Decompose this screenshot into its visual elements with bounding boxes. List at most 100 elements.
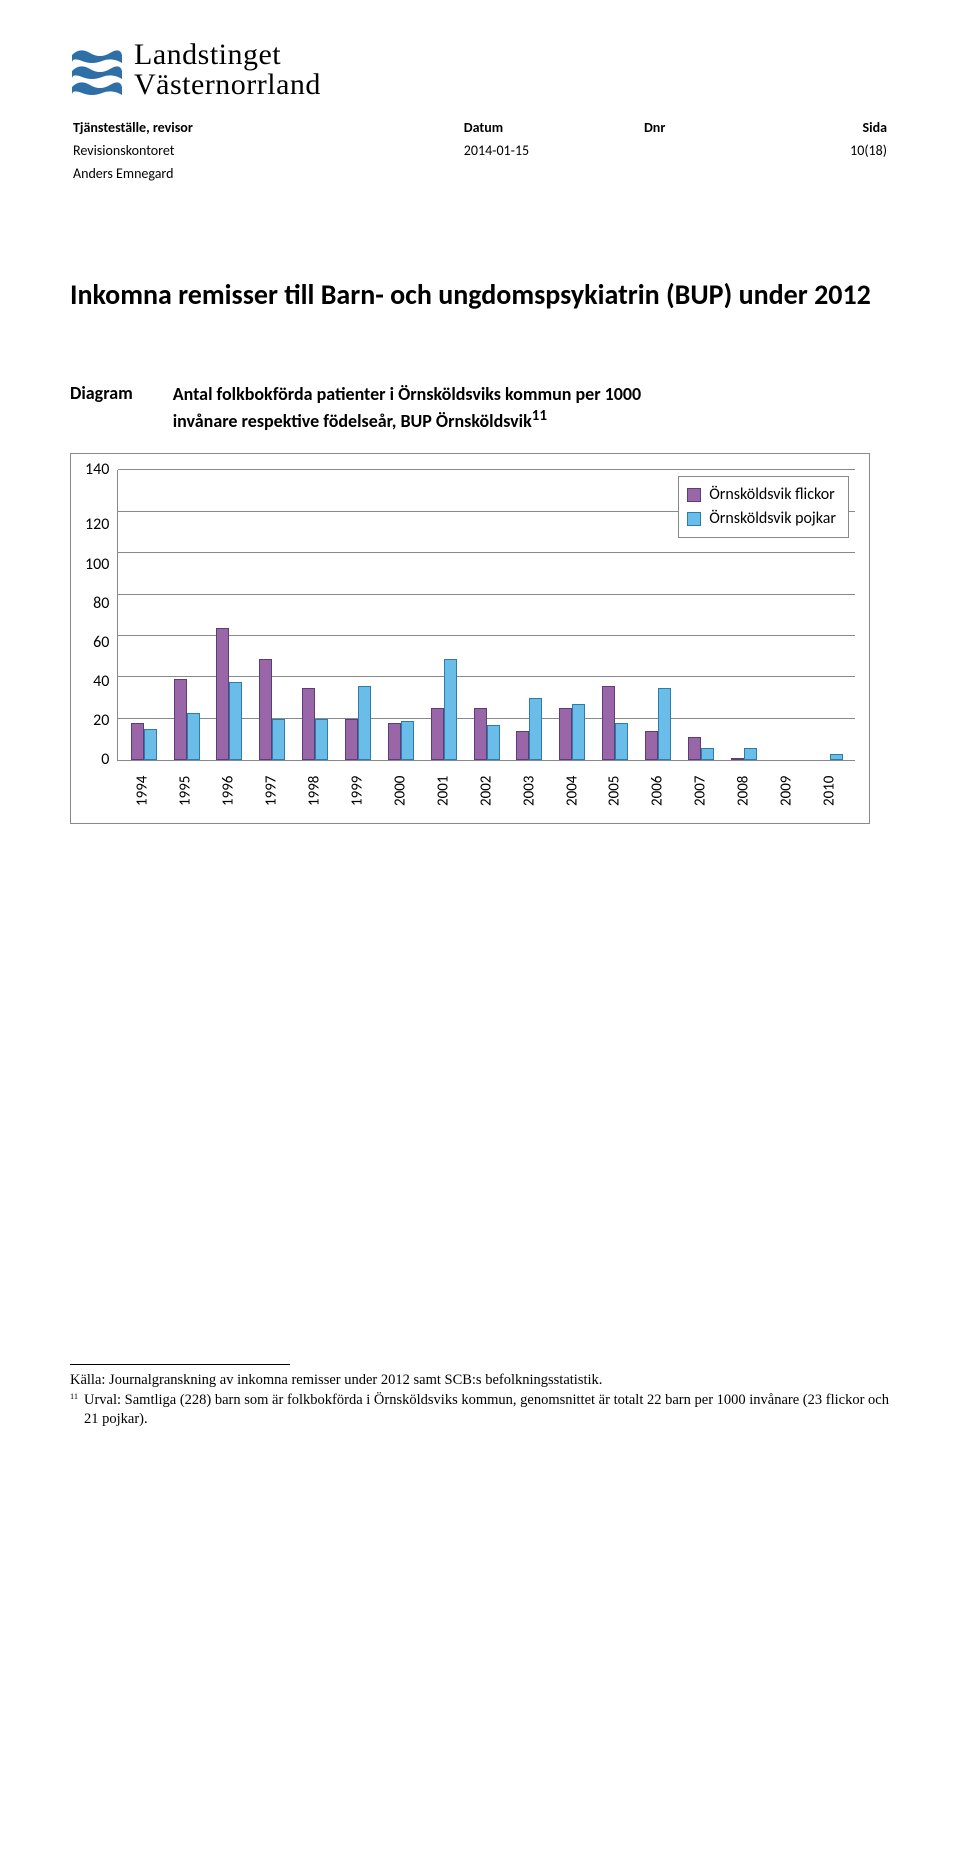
hdr-left-line2: Anders Emnegard — [72, 164, 461, 185]
logo-line2: Västernorrland — [134, 68, 321, 101]
diagram-caption-l1: Antal folkbokförda patienter i Örnskölds… — [173, 383, 641, 405]
x-tick: 2001 — [422, 767, 465, 815]
logo-text: Landstinget Västernorrland — [134, 40, 321, 100]
y-tick: 40 — [93, 674, 109, 690]
doc-header: Tjänsteställe, revisor Datum Dnr Sida Re… — [70, 116, 890, 187]
bar — [731, 758, 744, 760]
bar — [315, 719, 328, 760]
x-tick: 2008 — [722, 767, 765, 815]
bar — [559, 708, 572, 760]
footnote-body: Urval: Samtliga (228) barn som är folkbo… — [84, 1391, 890, 1430]
bar-group — [379, 470, 422, 760]
logo: Landstinget Västernorrland — [70, 40, 890, 100]
x-tick: 2002 — [465, 767, 508, 815]
bar-group — [508, 470, 551, 760]
bar — [388, 723, 401, 760]
bar — [572, 704, 585, 760]
bar — [602, 686, 615, 761]
x-tick: 1999 — [336, 767, 379, 815]
diagram-caption: Antal folkbokförda patienter i Örnskölds… — [173, 382, 641, 434]
bar — [487, 725, 500, 760]
bar — [615, 723, 628, 760]
bar — [529, 698, 542, 760]
x-tick: 2005 — [593, 767, 636, 815]
bar — [144, 729, 157, 760]
bar — [345, 719, 358, 760]
bar-group — [551, 470, 594, 760]
logo-icon — [70, 43, 124, 97]
hdr-datum-value: 2014-01-15 — [463, 141, 641, 162]
x-tick: 2003 — [508, 767, 551, 815]
y-tick: 20 — [93, 713, 109, 729]
bar — [701, 748, 714, 760]
chart-y-axis: 140120100806040200 — [85, 470, 117, 760]
x-tick: 1998 — [293, 767, 336, 815]
bar — [830, 754, 843, 760]
bar — [474, 708, 487, 760]
bar — [131, 723, 144, 760]
hdr-sida-label: Sida — [766, 118, 888, 139]
y-tick: 140 — [85, 462, 109, 478]
bar — [187, 713, 200, 761]
bar-group — [422, 470, 465, 760]
page-title: Inkomna remisser till Barn- och ungdomsp… — [70, 277, 890, 312]
bar — [272, 719, 285, 760]
diagram-caption-sup: 11 — [532, 407, 547, 425]
x-tick: 2006 — [636, 767, 679, 815]
bar — [744, 748, 757, 760]
bar-group — [165, 470, 208, 760]
y-tick: 80 — [93, 596, 109, 612]
bar — [645, 731, 658, 760]
bar-group — [337, 470, 380, 760]
hdr-sida-value: 10(18) — [766, 141, 888, 162]
bar — [174, 679, 187, 760]
x-tick: 2007 — [679, 767, 722, 815]
x-tick: 2004 — [551, 767, 594, 815]
chart: 140120100806040200 Örnsköldsvik flickorÖ… — [70, 453, 870, 824]
bar — [302, 688, 315, 761]
bar-group — [208, 470, 251, 760]
bar-group — [680, 470, 723, 760]
footnotes: Källa: Journalgranskning av inkomna remi… — [70, 1364, 890, 1430]
bar — [658, 688, 671, 761]
bar-group — [465, 470, 508, 760]
bar — [229, 682, 242, 761]
footnote-source: Källa: Journalgranskning av inkomna remi… — [70, 1371, 890, 1391]
x-tick: 1994 — [121, 767, 164, 815]
logo-line1: Landstinget — [134, 38, 281, 71]
x-tick: 2010 — [808, 767, 851, 815]
bar — [216, 628, 229, 761]
bar — [688, 737, 701, 760]
x-tick: 2000 — [379, 767, 422, 815]
diagram-label: Diagram — [70, 382, 133, 434]
bar-group — [122, 470, 165, 760]
hdr-left-label: Tjänsteställe, revisor — [72, 118, 461, 139]
bar — [431, 708, 444, 760]
page: Landstinget Västernorrland Tjänsteställe… — [0, 0, 960, 1490]
footnote-rule — [70, 1364, 290, 1365]
bar-group — [637, 470, 680, 760]
bar-group — [594, 470, 637, 760]
hdr-left-line1: Revisionskontoret — [72, 141, 461, 162]
y-tick: 100 — [85, 557, 109, 573]
bar — [516, 731, 529, 760]
bar — [401, 721, 414, 760]
diagram-caption-row: Diagram Antal folkbokförda patienter i Ö… — [70, 382, 890, 434]
y-tick: 0 — [101, 752, 109, 768]
bar — [444, 659, 457, 761]
bar-group — [765, 470, 808, 760]
chart-plot: Örnsköldsvik flickorÖrnsköldsvik pojkar — [117, 470, 855, 761]
hdr-dnr-label: Dnr — [643, 118, 765, 139]
x-tick: 2009 — [765, 767, 808, 815]
bar — [358, 686, 371, 761]
footnote-num: 11 — [70, 1391, 84, 1430]
x-tick: 1995 — [164, 767, 207, 815]
bar — [259, 659, 272, 761]
bar-group — [808, 470, 851, 760]
x-tick: 1997 — [250, 767, 293, 815]
diagram-caption-l2: invånare respektive födelseår, BUP Örnsk… — [173, 410, 532, 432]
bar-group — [722, 470, 765, 760]
hdr-datum-label: Datum — [463, 118, 641, 139]
y-tick: 60 — [93, 635, 109, 651]
bar-group — [294, 470, 337, 760]
